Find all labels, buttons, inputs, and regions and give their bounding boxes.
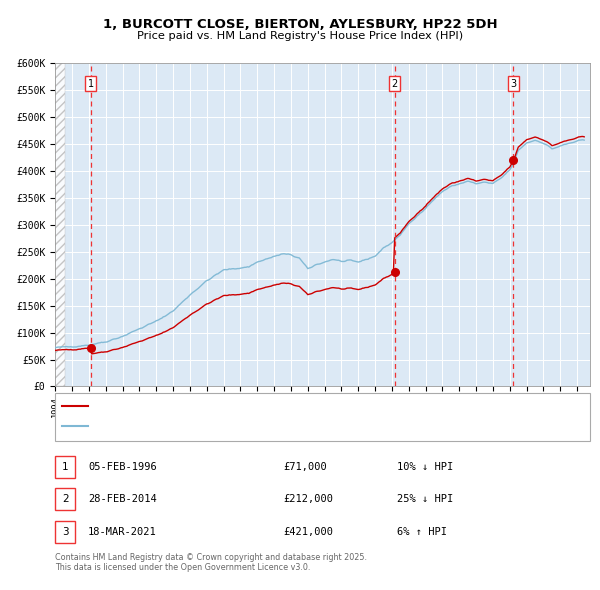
Text: 3: 3 [62,527,68,537]
Text: 2: 2 [392,78,398,88]
Text: £212,000: £212,000 [283,494,333,504]
Text: 1, BURCOTT CLOSE, BIERTON, AYLESBURY, HP22 5DH: 1, BURCOTT CLOSE, BIERTON, AYLESBURY, HP… [103,18,497,31]
Text: £421,000: £421,000 [283,527,333,537]
Text: Price paid vs. HM Land Registry's House Price Index (HPI): Price paid vs. HM Land Registry's House … [137,31,463,41]
Text: 18-MAR-2021: 18-MAR-2021 [88,527,157,537]
Text: 10% ↓ HPI: 10% ↓ HPI [397,462,454,472]
Text: 6% ↑ HPI: 6% ↑ HPI [397,527,447,537]
Text: 2: 2 [62,494,68,504]
Text: 28-FEB-2014: 28-FEB-2014 [88,494,157,504]
Text: HPI: Average price, semi-detached house, Buckinghamshire: HPI: Average price, semi-detached house,… [95,421,380,430]
Text: 25% ↓ HPI: 25% ↓ HPI [397,494,454,504]
Text: £71,000: £71,000 [283,462,327,472]
Text: Contains HM Land Registry data © Crown copyright and database right 2025.
This d: Contains HM Land Registry data © Crown c… [55,553,367,572]
Text: 3: 3 [510,78,517,88]
Text: 1, BURCOTT CLOSE, BIERTON, AYLESBURY, HP22 5DH (semi-detached house): 1, BURCOTT CLOSE, BIERTON, AYLESBURY, HP… [95,402,460,411]
Text: 1: 1 [62,462,68,472]
Text: 1: 1 [88,78,94,88]
Text: 05-FEB-1996: 05-FEB-1996 [88,462,157,472]
